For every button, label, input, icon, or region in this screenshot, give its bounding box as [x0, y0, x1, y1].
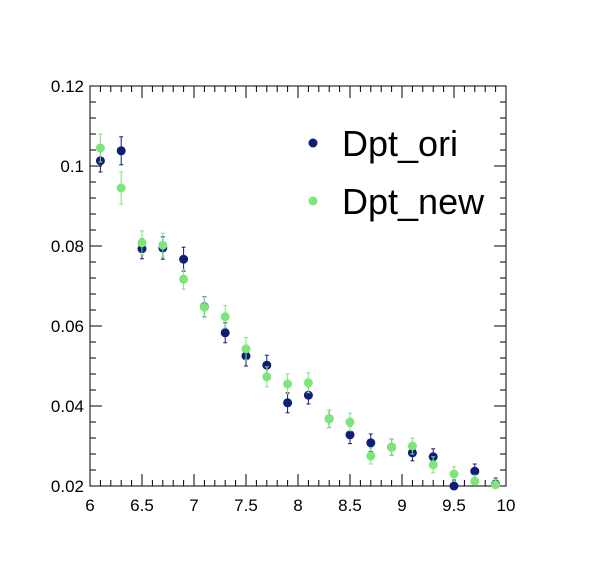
x-tick-label: 10	[497, 496, 516, 515]
legend-label: Dpt_ori	[342, 123, 458, 164]
y-axis-ticks: 0.02 0.04 0.06 0.08 0.1 0.12	[51, 77, 506, 496]
y-tick-label: 0.06	[51, 317, 84, 336]
data-point	[262, 360, 272, 370]
data-point	[303, 378, 313, 388]
data-point	[95, 143, 105, 153]
data-point	[220, 328, 230, 338]
data-point	[470, 466, 480, 476]
x-tick-label: 7	[189, 496, 198, 515]
data-point	[116, 146, 126, 156]
data-point	[199, 302, 209, 312]
data-point	[345, 430, 355, 440]
series-Dpt_new	[95, 133, 501, 490]
data-point	[283, 379, 293, 389]
data-point	[116, 183, 126, 193]
x-tick-label: 9.5	[442, 496, 466, 515]
x-tick-label: 6	[85, 496, 94, 515]
legend: Dpt_ori Dpt_new	[308, 123, 485, 222]
y-tick-label: 0.1	[60, 157, 84, 176]
data-point	[158, 240, 168, 250]
x-tick-label: 7.5	[234, 496, 258, 515]
data-point	[303, 390, 313, 400]
data-point	[220, 312, 230, 322]
data-point	[179, 254, 189, 264]
data-point	[366, 438, 376, 448]
data-point	[449, 469, 459, 479]
data-point	[345, 417, 355, 427]
y-tick-label: 0.08	[51, 237, 84, 256]
y-tick-label: 0.12	[51, 77, 84, 96]
x-tick-label: 6.5	[130, 496, 154, 515]
data-point	[491, 480, 501, 490]
data-point	[262, 372, 272, 382]
y-tick-label: 0.02	[51, 477, 84, 496]
x-tick-label: 9	[397, 496, 406, 515]
legend-marker	[308, 138, 318, 148]
data-point	[366, 451, 376, 461]
data-point	[241, 344, 251, 354]
x-tick-label: 8.5	[338, 496, 362, 515]
series-layer	[95, 133, 501, 491]
data-point	[387, 442, 397, 452]
data-point	[470, 476, 480, 486]
data-point	[428, 460, 438, 470]
data-point	[449, 481, 459, 491]
data-point	[324, 414, 334, 424]
y-tick-label: 0.04	[51, 397, 84, 416]
legend-label: Dpt_new	[342, 181, 485, 222]
x-tick-label: 8	[293, 496, 302, 515]
data-point	[283, 398, 293, 408]
data-point	[407, 441, 417, 451]
data-point	[137, 238, 147, 248]
data-point	[179, 274, 189, 284]
legend-marker	[308, 196, 318, 206]
